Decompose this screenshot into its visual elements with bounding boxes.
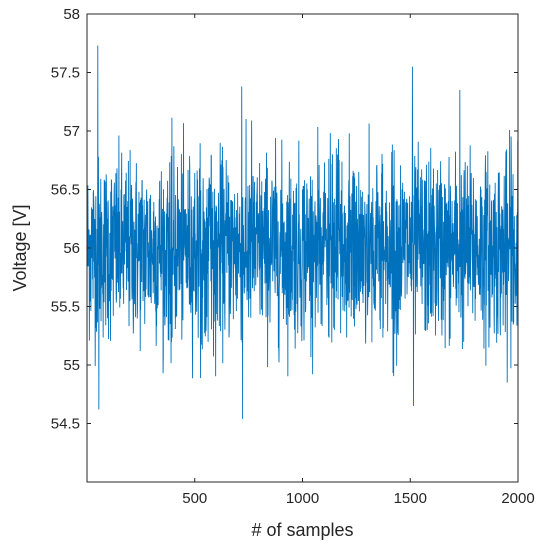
y-tick-label: 55.5: [51, 299, 80, 316]
y-ticks-layer: 54.5 55 55.5 56 56.5 57 57.5 58: [51, 6, 518, 433]
y-tick-label: 54.5: [51, 416, 80, 433]
y-tick-label: 56.5: [51, 182, 80, 199]
x-tick-label: 1500: [394, 490, 427, 507]
x-tick-label: 1000: [286, 490, 319, 507]
voltage-series-line: [86, 45, 519, 419]
series-layer: [86, 45, 519, 419]
y-tick-label: 58: [63, 6, 80, 23]
x-axis-label: # of samples: [251, 520, 353, 540]
y-tick-label: 57: [63, 123, 80, 140]
x-tick-label: 2000: [501, 490, 534, 507]
y-tick-label: 55: [63, 357, 80, 374]
y-tick-label: 57.5: [51, 65, 80, 82]
x-ticks-layer: 500 1000 1500 2000: [182, 14, 535, 507]
y-axis-label: Voltage [V]: [10, 204, 30, 291]
y-tick-label: 56: [63, 240, 80, 257]
x-tick-label: 500: [182, 490, 207, 507]
